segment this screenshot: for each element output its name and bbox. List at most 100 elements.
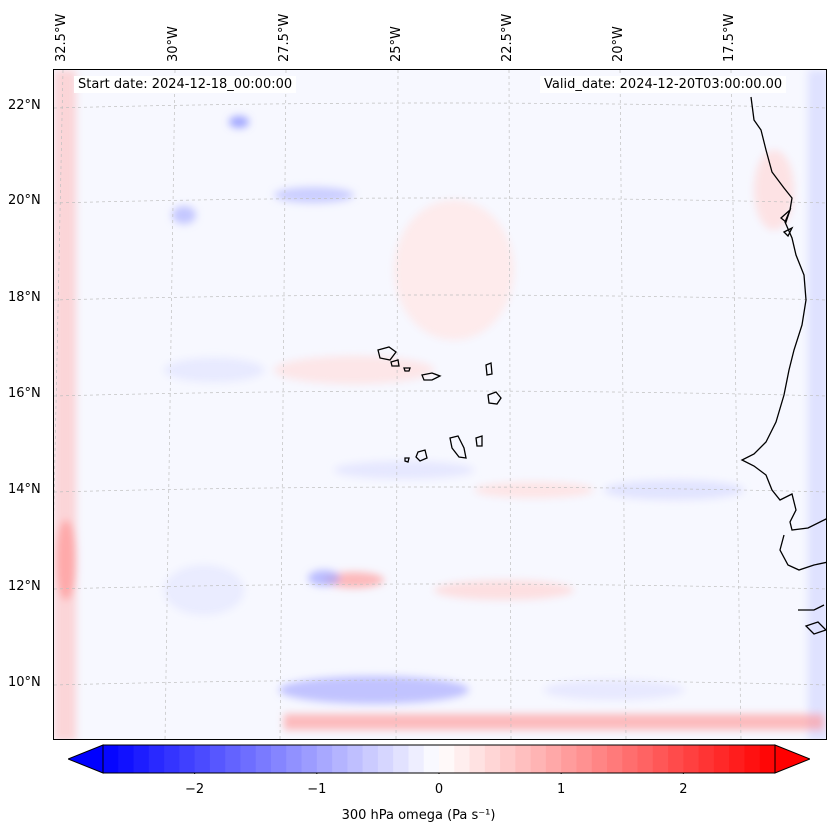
colorbar-segment <box>484 745 501 773</box>
colorbar-segment <box>713 745 730 773</box>
coastal-island-2 <box>782 226 794 238</box>
colorbar-tick-2: 2 <box>679 782 688 797</box>
lat-label-18n: 18°N <box>8 290 41 305</box>
blob-red-5 <box>434 580 574 600</box>
colorbar-segment <box>759 745 776 773</box>
lon-label-17.5w: 17.5°W <box>722 13 737 62</box>
omega-field-map <box>54 70 826 739</box>
colorbar-segment <box>194 745 211 773</box>
lat-label-12n: 12°N <box>8 579 41 594</box>
colorbar-segment <box>454 745 471 773</box>
colorbar-right-extension <box>774 744 810 774</box>
colorbar-segment <box>225 745 241 773</box>
gambia-coastline <box>779 534 826 571</box>
colorbar-segment <box>286 745 303 773</box>
graticule-lines <box>54 70 826 739</box>
lon-label-32.5w: 32.5°W <box>54 13 69 62</box>
lon-label-20w: 20°W <box>611 26 626 62</box>
colorbar-segment <box>148 745 165 773</box>
graticule-meridian <box>279 70 287 739</box>
island-santiago <box>449 435 467 459</box>
lat-label-10n: 10°N <box>8 675 41 690</box>
blob-blue-2 <box>229 116 249 128</box>
island-sal <box>485 362 493 376</box>
colorbar-segment <box>668 745 684 773</box>
colorbar-left-extension <box>68 744 104 774</box>
colorbar-segment <box>652 745 669 773</box>
colorbar-segment <box>179 745 196 773</box>
blob-red-6 <box>474 482 594 498</box>
lon-label-22.5w: 22.5°W <box>500 13 515 62</box>
colorbar-segment <box>377 745 394 773</box>
colorbar-segment <box>530 745 547 773</box>
colorbar-segment <box>500 745 516 773</box>
lat-label-14n: 14°N <box>8 482 41 497</box>
colorbar-tick-1: 1 <box>557 782 566 797</box>
colorbar-tick-minus2: −2 <box>185 782 205 797</box>
colorbar-segment <box>698 745 715 773</box>
colorbar-segment <box>439 745 455 773</box>
start-date-label: Start date: 2024-12-18_00:00:00 <box>74 76 297 93</box>
colorbar-tick-marks <box>194 773 684 774</box>
west-africa-coastline <box>740 96 826 531</box>
guinea-bissau-coastline <box>798 604 826 635</box>
colorbar-segment <box>271 745 287 773</box>
island-sao-vicente <box>390 359 400 367</box>
graticule-parallel <box>54 197 826 204</box>
colorbar-segment <box>607 745 623 773</box>
colorbar-segment <box>362 745 379 773</box>
lon-label-25w: 25°W <box>389 26 404 62</box>
island-boa-vista <box>487 391 502 405</box>
blob-red-broad <box>394 200 514 340</box>
colorbar-segment <box>515 745 532 773</box>
colorbar-segment <box>133 745 150 773</box>
graticule-parallel <box>54 294 826 301</box>
colorbar-segment <box>683 745 700 773</box>
colorbar-segment <box>637 745 654 773</box>
colorbar-segment <box>316 745 333 773</box>
colorbar-segment <box>332 745 348 773</box>
colorbar-segment <box>622 745 639 773</box>
colorbar-segment <box>118 745 135 773</box>
colorbar-segment <box>469 745 486 773</box>
colorbar-segment <box>240 745 257 773</box>
colorbar-label: 300 hPa omega (Pa s⁻¹) <box>341 808 496 823</box>
blob-red-7 <box>754 150 794 230</box>
blob-blue-8 <box>544 680 684 700</box>
graticule-parallel <box>54 390 826 397</box>
blob-blue-3 <box>172 206 196 224</box>
lon-label-30w: 30°W <box>166 26 181 62</box>
colorbar-segment <box>393 745 409 773</box>
blob-blue-7 <box>164 565 244 615</box>
lat-label-22n: 22°N <box>8 98 41 113</box>
graticule-meridian <box>164 70 176 739</box>
colorbar-segment <box>301 745 318 773</box>
island-maio <box>475 435 483 447</box>
blob-blue-6 <box>334 461 474 479</box>
blob-blue-5 <box>604 480 744 500</box>
lat-label-16n: 16°N <box>8 386 41 401</box>
graticule-parallel <box>54 583 826 590</box>
east-boundary-band <box>808 70 826 739</box>
colorbar-segment <box>423 745 440 773</box>
valid-date-label: Valid_date: 2024-12-20T03:00:00.00 <box>540 76 787 93</box>
colorbar-segment <box>209 745 226 773</box>
blob-blue-4 <box>308 570 340 586</box>
graticule-meridian <box>508 70 512 739</box>
coastal-island-1 <box>779 207 792 224</box>
colorbar-tick-0: 0 <box>434 782 444 797</box>
colorbar-segments <box>103 745 776 773</box>
colorbar-segment <box>347 745 364 773</box>
west-boundary-band <box>54 70 76 739</box>
blob-blue-1 <box>274 187 354 203</box>
colorbar-segment <box>591 745 608 773</box>
graticule-parallel <box>54 102 826 109</box>
island-brava <box>404 457 410 463</box>
west-boundary-peak <box>56 520 76 600</box>
colorbar-tick-minus1: −1 <box>307 782 327 797</box>
colorbar-segment <box>545 745 562 773</box>
graticule-meridian <box>619 70 627 739</box>
colorbar-segment <box>164 745 180 773</box>
colorbar <box>68 744 810 774</box>
colorbar-segment <box>255 745 272 773</box>
